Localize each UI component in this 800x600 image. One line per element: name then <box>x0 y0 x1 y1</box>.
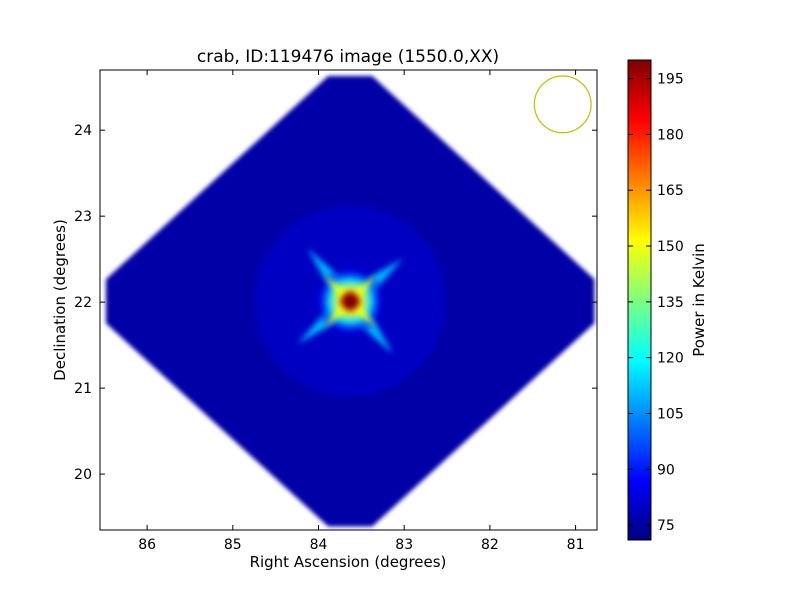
x-tick-label: 85 <box>224 537 242 553</box>
heatmap-image <box>105 76 595 527</box>
colorbar <box>627 59 652 541</box>
x-tick-label: 83 <box>395 537 413 553</box>
x-tick-label: 81 <box>567 537 585 553</box>
colorbar-tick-label: 90 <box>657 462 675 478</box>
x-tick-label: 82 <box>481 537 499 553</box>
colorbar-tick-label: 120 <box>657 351 684 367</box>
source-blob <box>255 206 446 397</box>
x-axis-label: Right Ascension (degrees) <box>250 553 447 571</box>
colorbar-tick-label: 195 <box>657 72 684 88</box>
colorbar-label: Power in Kelvin <box>690 243 708 357</box>
y-axis-ticks: 20 21 22 23 24 <box>74 123 597 483</box>
y-axis-label: Declination (degrees) <box>51 219 69 381</box>
source-peak <box>341 292 360 311</box>
colorbar-tick-label: 165 <box>657 183 684 199</box>
x-axis-ticks: 86 85 84 83 82 81 <box>138 70 584 553</box>
chart-title: crab, ID:119476 image (1550.0,XX) <box>197 47 499 67</box>
y-tick-label: 23 <box>74 209 92 225</box>
x-tick-label: 84 <box>310 537 328 553</box>
x-tick-label: 86 <box>138 537 156 553</box>
colorbar-tick-label: 150 <box>657 239 684 255</box>
colorbar-tick-label: 135 <box>657 295 684 311</box>
colorbar-tick-label: 75 <box>657 518 675 534</box>
colorbar-tick-label: 180 <box>657 127 684 143</box>
colorbar-ticks: 75 90 105 120 135 150 165 180 195 <box>628 72 684 534</box>
plot-frame <box>99 69 598 531</box>
y-tick-label: 20 <box>74 467 92 483</box>
y-tick-label: 21 <box>74 381 92 397</box>
colorbar-tick-label: 105 <box>657 406 684 422</box>
beam-circle <box>533 75 592 134</box>
y-tick-label: 22 <box>74 295 92 311</box>
y-tick-label: 24 <box>74 123 92 139</box>
